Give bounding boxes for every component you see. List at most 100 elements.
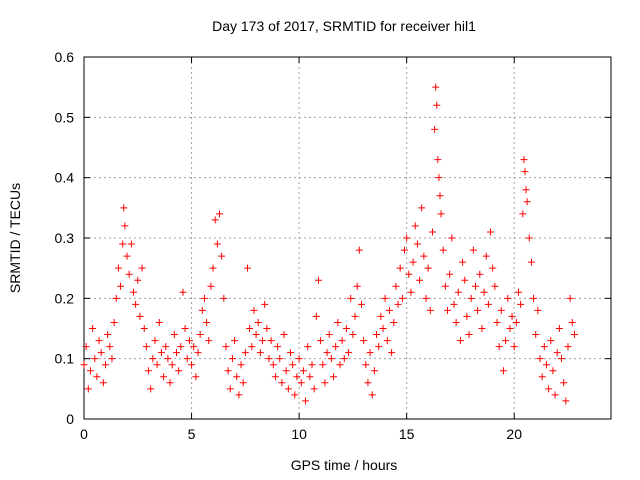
data-point xyxy=(434,156,442,164)
data-point xyxy=(243,264,251,272)
data-point xyxy=(469,246,477,254)
data-point xyxy=(403,234,411,242)
data-point xyxy=(420,252,428,260)
data-point xyxy=(349,331,357,339)
data-point xyxy=(570,331,578,339)
data-point xyxy=(454,288,462,296)
data-point xyxy=(405,270,413,278)
data-point xyxy=(121,222,129,230)
data-point xyxy=(424,264,432,272)
data-point xyxy=(536,355,544,363)
data-point xyxy=(259,337,267,345)
data-point xyxy=(345,349,353,357)
data-point xyxy=(411,222,419,230)
data-point xyxy=(155,318,163,326)
data-point xyxy=(104,331,112,339)
data-point xyxy=(520,156,528,164)
data-point xyxy=(471,282,479,290)
data-point xyxy=(297,379,305,387)
data-point xyxy=(308,361,316,369)
data-point xyxy=(347,294,355,302)
data-point xyxy=(302,397,310,405)
data-point xyxy=(112,294,120,302)
data-point xyxy=(467,294,475,302)
data-point xyxy=(222,343,230,351)
data-point xyxy=(547,337,555,345)
data-point xyxy=(175,367,183,375)
data-point xyxy=(542,361,550,369)
data-point xyxy=(568,318,576,326)
data-point xyxy=(368,391,376,399)
x-tick-label: 20 xyxy=(506,426,522,442)
data-point xyxy=(220,294,228,302)
data-point xyxy=(129,288,137,296)
y-tick-label: 0 xyxy=(66,411,74,427)
data-point xyxy=(499,367,507,375)
data-point xyxy=(396,264,404,272)
data-point xyxy=(271,373,279,381)
data-point xyxy=(218,252,226,260)
data-point xyxy=(426,306,434,314)
data-point xyxy=(521,168,529,176)
data-point xyxy=(431,125,439,133)
data-point xyxy=(125,270,133,278)
data-point xyxy=(84,385,92,393)
data-point xyxy=(304,343,312,351)
data-point xyxy=(160,373,168,381)
data-point xyxy=(246,325,254,332)
data-point xyxy=(82,343,90,351)
data-point xyxy=(237,361,245,369)
data-point xyxy=(134,276,142,284)
data-point xyxy=(132,300,140,308)
data-point xyxy=(192,373,200,381)
data-point xyxy=(435,174,443,182)
data-point xyxy=(388,349,396,357)
x-tick-label: 0 xyxy=(80,426,88,442)
data-point xyxy=(256,349,264,357)
data-point xyxy=(534,306,542,314)
x-tick-label: 5 xyxy=(188,426,196,442)
data-point xyxy=(213,240,221,248)
data-point xyxy=(413,240,421,248)
data-point xyxy=(366,349,374,357)
data-point xyxy=(89,325,97,332)
data-point xyxy=(166,379,174,387)
data-point xyxy=(261,300,269,308)
data-point xyxy=(314,276,322,284)
data-point xyxy=(151,337,159,345)
data-point xyxy=(433,101,441,109)
data-point xyxy=(444,306,452,314)
data-point xyxy=(250,306,258,314)
data-point xyxy=(99,379,107,387)
data-point xyxy=(93,373,101,381)
data-point xyxy=(177,343,185,351)
y-tick-label: 0.2 xyxy=(55,290,75,306)
data-point xyxy=(381,294,389,302)
data-point xyxy=(517,300,525,308)
data-point xyxy=(86,367,94,375)
data-point xyxy=(512,318,520,326)
data-point xyxy=(123,252,131,260)
data-point xyxy=(284,385,292,393)
x-tick-label: 15 xyxy=(399,426,415,442)
data-point xyxy=(555,325,563,332)
data-point xyxy=(553,349,561,357)
data-point xyxy=(325,331,333,339)
data-point xyxy=(436,192,444,200)
data-point xyxy=(478,325,486,332)
data-point xyxy=(162,343,170,351)
data-point xyxy=(409,258,417,266)
data-point xyxy=(461,276,469,284)
data-point xyxy=(360,337,368,345)
data-point xyxy=(323,349,331,357)
data-point xyxy=(306,373,314,381)
data-point xyxy=(502,337,510,345)
data-point xyxy=(196,331,204,339)
data-point xyxy=(142,343,150,351)
data-point xyxy=(200,294,208,302)
data-point xyxy=(168,361,176,369)
data-point xyxy=(437,210,445,218)
data-point xyxy=(153,361,161,369)
data-point xyxy=(525,234,533,242)
